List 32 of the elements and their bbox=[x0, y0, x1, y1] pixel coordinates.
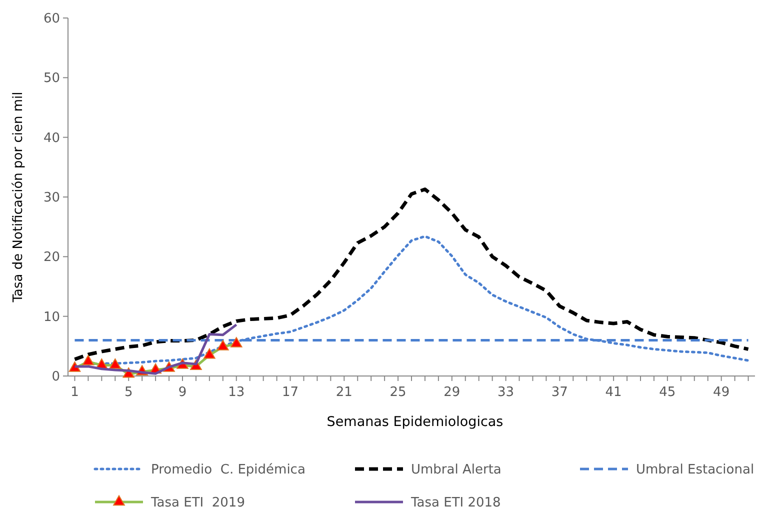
x-tick-label: 5 bbox=[124, 385, 133, 400]
y-tick-label: 0 bbox=[52, 370, 60, 385]
legend-label: Umbral Estacional bbox=[636, 462, 754, 478]
x-axis-title: Semanas Epidemiologicas bbox=[326, 414, 504, 430]
legend-label: Umbral Alerta bbox=[411, 462, 502, 478]
y-tick-label: 50 bbox=[43, 71, 60, 86]
point bbox=[82, 354, 94, 366]
point bbox=[204, 348, 216, 359]
y-tick-label: 60 bbox=[43, 12, 60, 27]
x-tick-label: 45 bbox=[659, 385, 676, 400]
x-tick-label: 37 bbox=[551, 385, 568, 400]
x-tick-label: 1 bbox=[70, 385, 79, 400]
y-tick-label: 10 bbox=[43, 310, 60, 325]
legend-label: Promedio C. Epidémica bbox=[151, 462, 306, 478]
x-tick-label: 21 bbox=[336, 385, 352, 400]
x-tick-label: 49 bbox=[713, 385, 730, 400]
point bbox=[230, 337, 242, 348]
point bbox=[217, 340, 229, 350]
x-tick-label: 41 bbox=[605, 385, 622, 400]
y-tick-label: 40 bbox=[43, 130, 60, 146]
y-tick-label: 20 bbox=[43, 250, 60, 266]
y-tick-label: 30 bbox=[43, 190, 60, 206]
legend-label: Tasa ETI 2018 bbox=[410, 496, 501, 511]
x-tick-label: 9 bbox=[178, 385, 187, 400]
x-tick-label: 13 bbox=[228, 385, 245, 400]
x-tick-label: 25 bbox=[390, 385, 406, 400]
x-tick-label: 33 bbox=[498, 385, 514, 400]
point bbox=[109, 358, 122, 369]
x-tick-label: 29 bbox=[444, 385, 460, 400]
legend-label: Tasa ETI 2019 bbox=[150, 496, 245, 511]
x-tick-label: 17 bbox=[282, 385, 299, 400]
y-axis-title: Tasa de Notificación por cien mil bbox=[11, 92, 26, 304]
